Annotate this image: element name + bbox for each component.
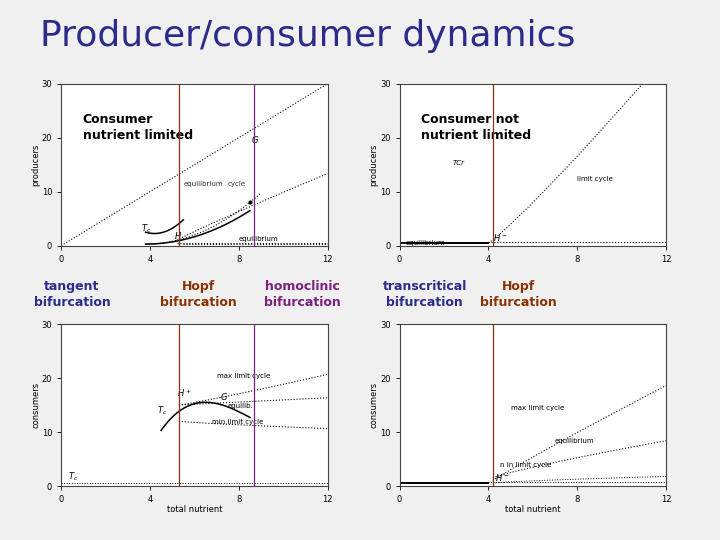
Text: limit cycle: limit cycle <box>577 176 613 182</box>
Text: homoclinic
bifurcation: homoclinic bifurcation <box>264 280 341 309</box>
Y-axis label: producers: producers <box>369 144 379 186</box>
Text: $T_c$: $T_c$ <box>68 470 78 483</box>
Text: equilibrium: equilibrium <box>555 438 595 444</box>
Text: max limit cycle: max limit cycle <box>510 406 564 411</box>
Y-axis label: consumers: consumers <box>31 382 40 428</box>
Text: max limit cycle: max limit cycle <box>217 373 270 379</box>
X-axis label: total nutrient: total nutrient <box>166 505 222 515</box>
Text: $T_c$: $T_c$ <box>141 222 151 234</box>
Text: Producer/consumer dynamics: Producer/consumer dynamics <box>40 19 575 53</box>
Text: TCr: TCr <box>453 160 465 166</box>
Text: min limit cycle: min limit cycle <box>212 419 264 425</box>
Y-axis label: producers: producers <box>31 144 40 186</box>
Text: $T_c$: $T_c$ <box>157 404 167 416</box>
Text: $H^-$: $H^-$ <box>493 232 508 244</box>
Text: Consumer
nutrient limited: Consumer nutrient limited <box>83 113 193 142</box>
Y-axis label: consumers: consumers <box>369 382 379 428</box>
Text: G: G <box>221 393 228 402</box>
Text: Consumer not
nutrient limited: Consumer not nutrient limited <box>421 113 531 142</box>
Text: tangent
bifurcation: tangent bifurcation <box>34 280 110 309</box>
Text: $H$: $H$ <box>174 230 182 241</box>
Text: n in limit cycle: n in limit cycle <box>500 462 551 468</box>
Text: G: G <box>252 136 258 145</box>
Text: $H^+$: $H^+$ <box>176 387 192 399</box>
X-axis label: total nutrient: total nutrient <box>505 505 561 515</box>
Text: Hopf
bifurcation: Hopf bifurcation <box>160 280 236 309</box>
Text: cycle: cycle <box>228 181 246 187</box>
Text: equilibrium: equilibrium <box>239 237 279 242</box>
Text: equilibrium: equilibrium <box>184 181 223 187</box>
Text: equilib.: equilib. <box>228 403 253 409</box>
Text: transcritical
bifurcation: transcritical bifurcation <box>382 280 467 309</box>
Text: Hopf
bifurcation: Hopf bifurcation <box>480 280 557 309</box>
Text: $H^-$: $H^-$ <box>495 471 510 483</box>
Text: equilibrium: equilibrium <box>405 240 445 246</box>
